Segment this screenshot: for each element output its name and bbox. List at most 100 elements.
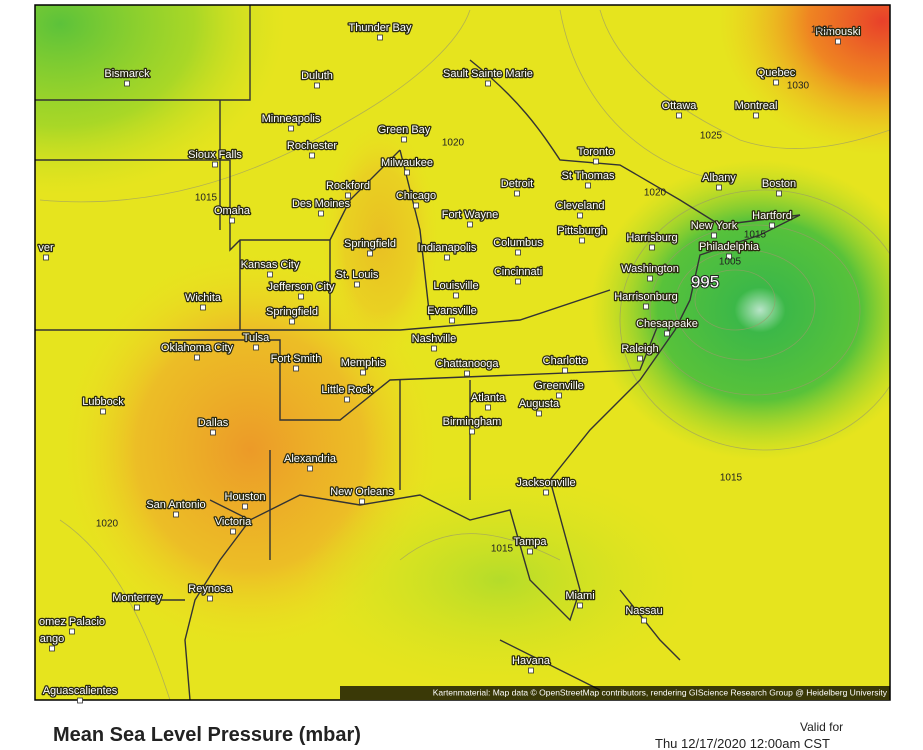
city-label: Milwaukee xyxy=(381,157,433,169)
city-marker xyxy=(229,217,235,224)
map: Kartenmaterial: Map data © OpenStreetMap… xyxy=(34,4,891,704)
city-label: Harrisburg xyxy=(626,232,677,244)
isobar-label: 1025 xyxy=(700,131,723,142)
city-marker xyxy=(43,254,49,261)
city-marker xyxy=(469,428,475,435)
city-marker xyxy=(562,367,568,374)
city-label: Memphis xyxy=(341,357,386,369)
city-marker xyxy=(207,595,213,602)
city-label: Jacksonville xyxy=(516,477,575,489)
city-marker xyxy=(194,354,200,361)
city-label: St Thomas xyxy=(562,170,615,182)
city-marker xyxy=(413,202,419,209)
city-marker xyxy=(212,161,218,168)
attribution-bg xyxy=(340,686,890,699)
city-label: Ottawa xyxy=(662,100,698,112)
city-label: Chicago xyxy=(396,190,436,202)
city-label: Monterrey xyxy=(112,592,162,604)
city-marker xyxy=(577,212,583,219)
city-marker xyxy=(345,192,351,199)
city-label: Green Bay xyxy=(378,124,431,136)
city-label: San Antonio xyxy=(146,499,205,511)
city-label: Oklahoma City xyxy=(161,342,234,354)
city-marker xyxy=(485,404,491,411)
city-label: Boston xyxy=(762,178,796,190)
city-label: Duluth xyxy=(301,70,333,82)
city-marker xyxy=(69,628,75,635)
city-marker xyxy=(307,465,313,472)
city-marker xyxy=(776,190,782,197)
city-marker xyxy=(515,249,521,256)
isobars xyxy=(39,9,890,700)
city-label: Victoria xyxy=(215,516,252,528)
city-marker xyxy=(647,275,653,282)
city-label: Indianapolis xyxy=(418,242,477,254)
city-label: Miami xyxy=(565,590,594,602)
city-label: Philadelphia xyxy=(699,241,760,253)
city-label: Augusta xyxy=(519,398,560,410)
city-marker xyxy=(367,250,373,257)
city-label: Montreal xyxy=(735,100,778,112)
city-marker xyxy=(124,80,130,87)
city-label: Fort Smith xyxy=(271,353,322,365)
city-marker xyxy=(643,303,649,310)
city-marker xyxy=(318,210,324,217)
city-marker xyxy=(377,34,383,41)
city-marker xyxy=(253,344,259,351)
city-marker xyxy=(444,254,450,261)
city-label: Louisville xyxy=(433,280,478,292)
city-marker xyxy=(401,136,407,143)
city-label: Kansas City xyxy=(241,259,300,271)
borders xyxy=(35,5,801,700)
city-label: Chesapeake xyxy=(636,318,698,330)
city-label: Aguascalientes xyxy=(43,685,118,697)
city-marker xyxy=(467,221,473,228)
city-marker xyxy=(309,152,315,159)
city-marker xyxy=(769,222,775,229)
city-label: Houston xyxy=(225,491,266,503)
city-label: Tulsa xyxy=(243,332,270,344)
city-label: Thunder Bay xyxy=(349,22,412,34)
city-label: Jefferson City xyxy=(267,281,335,293)
city-label: Springfield xyxy=(266,306,318,318)
city-label: Nassau xyxy=(625,605,662,617)
attribution: Kartenmaterial: Map data © OpenStreetMap… xyxy=(433,687,888,697)
city-marker xyxy=(711,232,717,239)
city-marker xyxy=(527,548,533,555)
city-label: Raleigh xyxy=(621,343,658,355)
city-label: Birmingham xyxy=(443,416,502,428)
city-marker xyxy=(485,80,491,87)
city-marker xyxy=(585,182,591,189)
city-marker xyxy=(267,271,273,278)
city-marker xyxy=(664,330,670,337)
city-label: Albany xyxy=(702,172,736,184)
city-label: Pittsburgh xyxy=(557,225,607,237)
valid-label: Valid for xyxy=(800,720,844,734)
city-marker xyxy=(230,528,236,535)
city-label: Rochester xyxy=(287,140,337,152)
city-label: omez Palacio xyxy=(39,616,105,628)
city-marker xyxy=(344,396,350,403)
city-marker xyxy=(289,318,295,325)
city-label: Nashville xyxy=(412,333,457,345)
city-label: Wichita xyxy=(185,292,222,304)
city-marker xyxy=(354,281,360,288)
city-marker xyxy=(288,125,294,132)
valid-time: Thu 12/17/2020 12:00am CST xyxy=(655,736,830,750)
isobar-label: 1020 xyxy=(442,138,465,149)
map-frame xyxy=(34,4,891,701)
city-label: Rimouski xyxy=(815,26,860,38)
city-marker xyxy=(649,244,655,251)
city-marker xyxy=(579,237,585,244)
city-label: Columbus xyxy=(493,237,543,249)
city-label: Minneapolis xyxy=(262,113,321,125)
city-label: Little Rock xyxy=(321,384,373,396)
city-marker xyxy=(514,190,520,197)
city-marker xyxy=(404,169,410,176)
city-marker xyxy=(536,410,542,417)
isobar-label: 1015 xyxy=(491,544,514,555)
city-label: Atlanta xyxy=(471,392,506,404)
city-label: St. Louis xyxy=(336,269,379,281)
city-marker xyxy=(100,408,106,415)
